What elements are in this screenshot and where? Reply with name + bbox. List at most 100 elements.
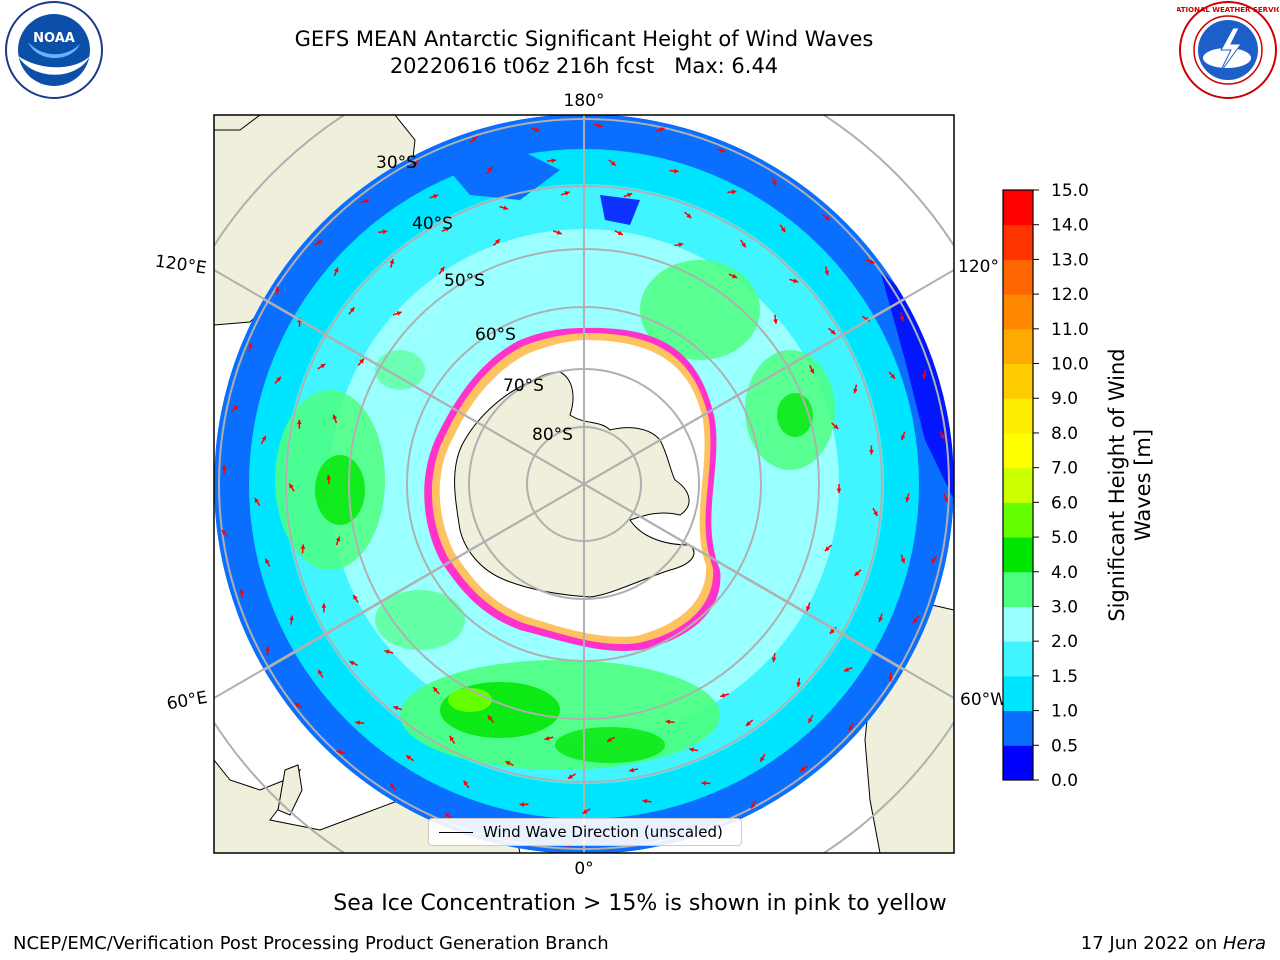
colorbar-tick-label: 11.0: [1051, 320, 1089, 340]
wave-arrow-head: [261, 435, 266, 441]
legend-line-icon: [439, 831, 473, 833]
wave-arrow-head: [433, 687, 438, 693]
colorbar-segment: [1003, 675, 1033, 712]
wave-arrow-head: [617, 230, 623, 235]
colorbar-segment: [1003, 224, 1033, 260]
wave-arrow-head: [413, 160, 419, 166]
wave-arrow-head: [449, 735, 455, 741]
wave-arrow-head: [900, 435, 906, 441]
colorbar-segment: [1003, 571, 1033, 607]
colorbar-tick-label: 10.0: [1051, 355, 1089, 375]
colorbar-tick-label: 7.0: [1051, 459, 1078, 479]
colorbar-segment: [1003, 259, 1033, 295]
wave-arrow-head: [349, 307, 355, 313]
wave-arrow-head: [384, 649, 390, 655]
colorbar-tick-label: 0.0: [1051, 771, 1078, 791]
wave-arrow-head: [773, 319, 778, 324]
wave-arrow-head: [274, 286, 280, 291]
wave-arrow-head: [336, 749, 342, 755]
wave-arrow-head: [556, 230, 562, 235]
colorbar-tick-label: 14.0: [1051, 216, 1089, 236]
colorbar-segment: [1003, 606, 1033, 642]
wave-arrow-head: [627, 192, 633, 198]
wave-arrow-head: [751, 803, 756, 809]
wave-arrow-head: [806, 606, 811, 612]
land-madagascar: [277, 764, 303, 816]
wave-arrow-head: [317, 240, 323, 245]
lat-label-80s: 80°S: [532, 425, 573, 445]
noaa-logo: NOAA: [5, 1, 103, 99]
colorbar-title: Significant Height of Wind Waves [m]: [1105, 348, 1155, 622]
lat-label-60s: 60°S: [475, 325, 516, 345]
nws-logo-text: NATIONAL WEATHER SERVICE: [1177, 6, 1279, 14]
wave-arrow-head: [720, 148, 726, 153]
colorbar: 0.0 0.5 1.0 1.5 2.0 3.0 4.0 5.0 6.0 7.0 8.0 9.0 10.0…: [1002, 181, 1089, 791]
wave-arrow-head: [505, 761, 511, 766]
colorbar-tick-label: 1.0: [1051, 702, 1078, 722]
wave-arrow-head: [833, 424, 839, 429]
wave-arrow-head: [463, 780, 469, 786]
lon-label-0: 0°: [574, 859, 593, 879]
lon-label-60w: 60°W: [960, 690, 1007, 710]
colorbar-tick-label: 15.0: [1051, 181, 1089, 201]
wave-arrow-head: [239, 588, 245, 594]
wave-arrow-head: [544, 735, 550, 741]
wave-arrow-head: [254, 498, 260, 504]
wave-arrow-head: [393, 705, 399, 711]
wave-arrow-head: [854, 571, 860, 576]
wave-arrow-head: [296, 419, 302, 425]
run-host: Hera: [1222, 933, 1266, 954]
wave-arrow-head: [582, 809, 588, 814]
wave-arrow-head: [745, 721, 751, 726]
wave-arrow-head: [809, 368, 814, 374]
wave-arrow-head: [943, 497, 948, 503]
colorbar-segment: [1003, 363, 1033, 399]
wave-arrow-head: [318, 669, 323, 675]
wave-arrow-head: [869, 259, 875, 264]
wave-arrow-head: [853, 388, 858, 394]
colorbar-tick-label: 12.0: [1051, 285, 1089, 305]
wave-arrow-head: [439, 266, 445, 272]
wave-arrow-head: [731, 189, 737, 195]
chart-title: GEFS MEAN Antarctic Significant Height o…: [294, 27, 874, 51]
wave-arrow-head: [444, 812, 450, 818]
colorbar-tick-label: 4.0: [1051, 563, 1078, 583]
wave-arrow-head: [289, 483, 294, 489]
wave-arrow-head: [873, 510, 878, 516]
wave-arrow-head: [922, 374, 927, 379]
map-frame: [213, 114, 955, 854]
wave-arrow-head: [359, 358, 364, 364]
wave-arrow-head: [642, 798, 648, 804]
colorbar-tick-label: 13.0: [1051, 250, 1089, 270]
colorbar-segment: [1003, 537, 1033, 573]
wave-patch-northeast: [640, 260, 760, 360]
lat-label-50s: 50°S: [444, 271, 485, 291]
colorbar-segment: [1003, 432, 1033, 469]
wave-arrow-head: [678, 242, 684, 248]
wave-arrow-head: [899, 316, 905, 322]
wave-arrow-head: [760, 756, 765, 762]
wave-arrow-head: [824, 270, 830, 276]
wave-arrow-head: [487, 166, 493, 172]
wave-arrow-head: [830, 329, 836, 335]
wave-arrow-head: [551, 158, 556, 163]
wave-arrow-head: [564, 191, 570, 196]
run-date: 17 Jun 2022 on Hera: [1081, 933, 1266, 954]
wave-arrow-head: [334, 267, 339, 273]
lon-label-180: 180°: [564, 91, 605, 111]
wave-arrow-head: [433, 194, 439, 199]
wave-arrow-head: [780, 227, 786, 233]
wave-arrow-head: [320, 363, 326, 369]
wave-arrow-head: [349, 661, 355, 666]
sea-ice-note: Sea Ice Concentration > 15% is shown in …: [333, 891, 947, 916]
colorbar-tick-label: 6.0: [1051, 493, 1078, 513]
wave-arrow-head: [534, 127, 540, 132]
wave-arrow-head: [824, 215, 830, 221]
wave-arrow-head: [326, 475, 332, 480]
credit-line: NCEP/EMC/Verification Post Processing Pr…: [13, 933, 609, 954]
wave-arrow-head: [800, 766, 806, 771]
colorbar-tick-label: 2.0: [1051, 632, 1078, 652]
wave-arrow-head: [487, 715, 493, 721]
colorbar-segment: [1003, 328, 1033, 365]
